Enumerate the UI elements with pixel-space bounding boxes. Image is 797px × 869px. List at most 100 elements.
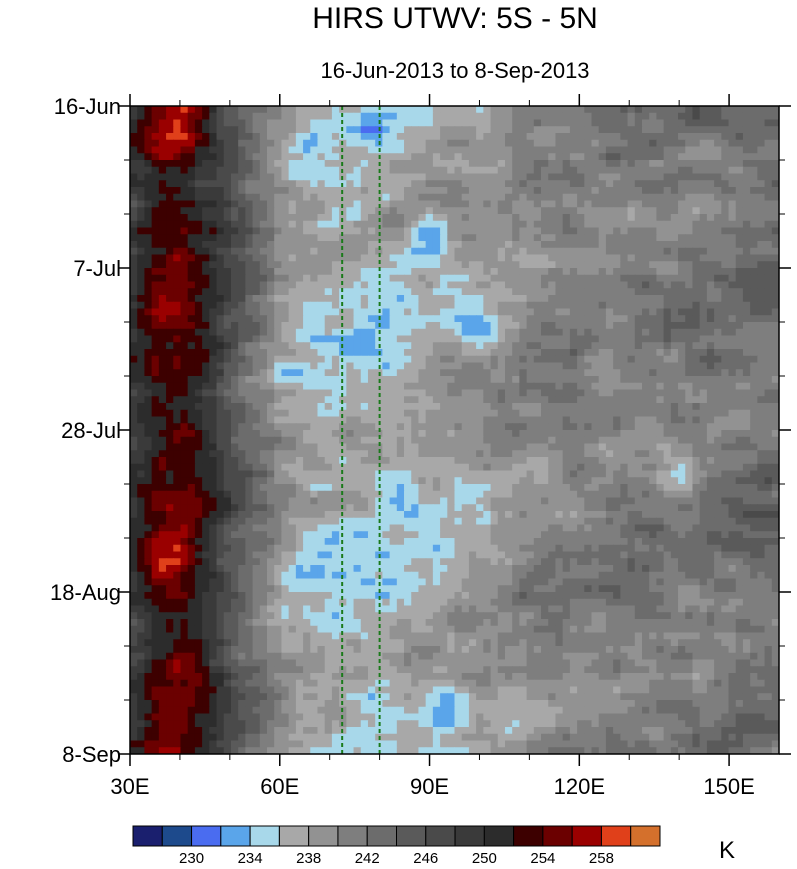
heatmap-cell [158,173,167,181]
heatmap-cell [764,234,773,242]
heatmap-cell [670,423,679,431]
heatmap-cell [742,193,751,202]
heatmap-cell [461,119,470,127]
heatmap-cell [432,112,441,121]
heatmap-cell [396,133,405,141]
heatmap-cell [187,106,196,114]
heatmap-cell [267,463,275,472]
heatmap-cell [512,126,520,134]
heatmap-cell [158,308,167,316]
heatmap-cell [216,362,225,370]
heatmap-cell [634,261,643,269]
heatmap-cell [382,322,391,330]
heatmap-cell [735,436,744,445]
heatmap-cell [418,261,427,269]
heatmap-cell [346,396,355,404]
heatmap-cell [151,126,160,134]
heatmap-cell [281,342,290,350]
heatmap-cell [663,207,672,215]
heatmap-cell [461,389,470,397]
heatmap-cell [577,322,585,330]
heatmap-cell [649,180,658,188]
heatmap-cell [584,308,593,316]
heatmap-cell [605,214,614,222]
heatmap-cell [678,342,686,350]
heatmap-cell [714,261,722,269]
heatmap-cell [331,247,340,256]
heatmap-cell [742,119,751,127]
heatmap-cell [259,274,268,283]
heatmap-cell [584,133,593,141]
heatmap-cell [584,247,593,256]
heatmap-cell [533,457,542,465]
heatmap-cell [360,133,369,141]
heatmap-cell [706,416,715,424]
heatmap-cell [173,254,182,262]
heatmap-cell [533,328,542,337]
heatmap-cell [223,376,232,384]
heatmap-cell [130,261,138,269]
heatmap-cell [490,160,499,168]
heatmap-cell [605,322,614,330]
heatmap-cell [541,315,549,323]
heatmap-cell [490,403,499,411]
heatmap-cell [555,423,564,431]
heatmap-cell [476,119,484,127]
heatmap-cell [663,349,672,357]
heatmap-cell [569,315,578,323]
heatmap-cell [230,342,239,350]
heatmap-cell [476,180,484,188]
heatmap-cell [187,187,196,195]
heatmap-cell [411,207,420,215]
heatmap-cell [310,382,319,391]
heatmap-cell [569,389,578,397]
heatmap-cell [764,214,773,222]
heatmap-cell [605,342,614,350]
heatmap-cell [411,315,420,323]
heatmap-cell [656,382,665,391]
heatmap-cell [649,457,658,465]
heatmap-cell [692,220,701,229]
heatmap-cell [425,173,434,181]
heatmap-cell [728,362,737,370]
heatmap-cell [137,187,146,195]
heatmap-cell [180,112,189,121]
heatmap-cell [706,126,715,134]
heatmap-cell [757,443,766,451]
heatmap-cell [533,376,542,384]
heatmap-cell [670,301,679,310]
heatmap-cell [613,463,621,472]
heatmap-cell [569,214,578,222]
heatmap-cell [750,234,758,242]
heatmap-cell [605,443,614,451]
heatmap-cell [519,295,528,303]
heatmap-cell [158,220,167,229]
heatmap-cell [591,301,600,310]
heatmap-cell [714,396,722,404]
heatmap-cell [158,416,167,424]
heatmap-cell [742,234,751,242]
heatmap-cell [187,254,196,262]
heatmap-cell [598,106,607,114]
heatmap-cell [706,173,715,181]
heatmap-cell [476,288,484,296]
heatmap-cell [389,234,398,242]
heatmap-cell [555,274,564,283]
heatmap-cell [238,247,246,256]
heatmap-cell [533,295,542,303]
heatmap-cell [317,389,326,397]
heatmap-cell [663,274,672,283]
heatmap-cell [476,295,484,303]
heatmap-cell [526,403,535,411]
heatmap-cell [202,450,210,458]
heatmap-cell [173,207,182,215]
heatmap-cell [699,301,708,310]
heatmap-cell [202,214,210,222]
heatmap-cell [750,463,758,472]
heatmap-cell [728,126,737,134]
heatmap-cell [447,214,456,222]
heatmap-cell [526,193,535,202]
heatmap-cell [584,322,593,330]
heatmap-cell [303,423,311,431]
heatmap-cell [303,416,311,424]
